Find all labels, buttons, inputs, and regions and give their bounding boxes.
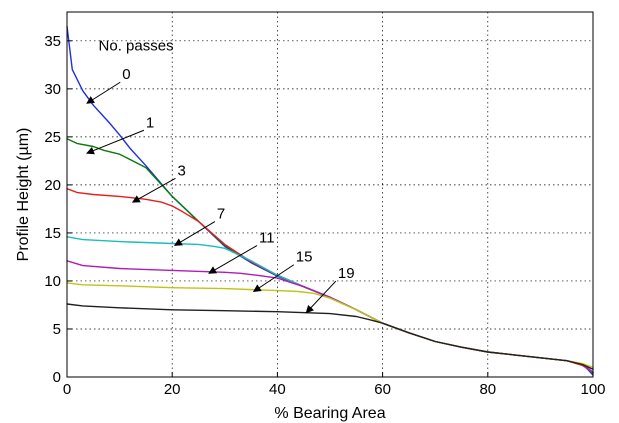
annotation-arrow-15: [252, 264, 295, 293]
y-axis-label: Profile Height (µm): [15, 128, 32, 262]
series-line-passes-7: [66, 236, 594, 373]
annotation-label-1: 1: [146, 114, 154, 131]
y-tick-label: 20: [44, 177, 61, 194]
series-line-passes-3: [66, 187, 594, 373]
annotation-label-19: 19: [338, 265, 355, 282]
annotation-label-7: 7: [217, 206, 225, 223]
x-tick-label: 20: [164, 381, 181, 398]
x-tick-label: 60: [374, 381, 391, 398]
y-tick-label: 10: [44, 273, 61, 290]
annotation-arrow-0: [86, 81, 121, 104]
x-tick-label: 40: [269, 381, 286, 398]
series-line-passes-19: [66, 303, 594, 370]
y-tick-label: 30: [44, 81, 61, 98]
y-tick-label: 35: [44, 33, 61, 50]
annotations: 0 1 3 7 11 15 19: [86, 66, 355, 314]
annotation-arrow-7: [173, 221, 216, 246]
y-tick-label: 25: [44, 129, 61, 146]
annotation-arrow-11: [208, 245, 258, 274]
y-tick-label: 15: [44, 225, 61, 242]
annotation-arrow-19: [305, 280, 337, 314]
annotation-label-11: 11: [259, 230, 275, 247]
series-line-passes-0: [66, 25, 594, 376]
x-tick-label: 80: [479, 381, 496, 398]
plot-frame: [66, 11, 594, 378]
series-line-passes-1: [66, 138, 594, 374]
annotation-arrow-3: [131, 177, 176, 203]
annotation-label-15: 15: [296, 249, 313, 266]
annotation-label-3: 3: [177, 162, 185, 179]
x-axis-label: % Bearing Area: [274, 405, 385, 422]
annotation-label-0: 0: [122, 66, 130, 83]
y-tick-label: 5: [53, 321, 61, 338]
x-tick-label: 100: [580, 381, 605, 398]
y-tick-label: 0: [53, 369, 61, 386]
series-lines: [66, 25, 594, 376]
annotation-arrow-1: [86, 129, 145, 155]
annotation-title: No. passes: [99, 37, 174, 54]
x-tick-label: 0: [63, 381, 71, 398]
